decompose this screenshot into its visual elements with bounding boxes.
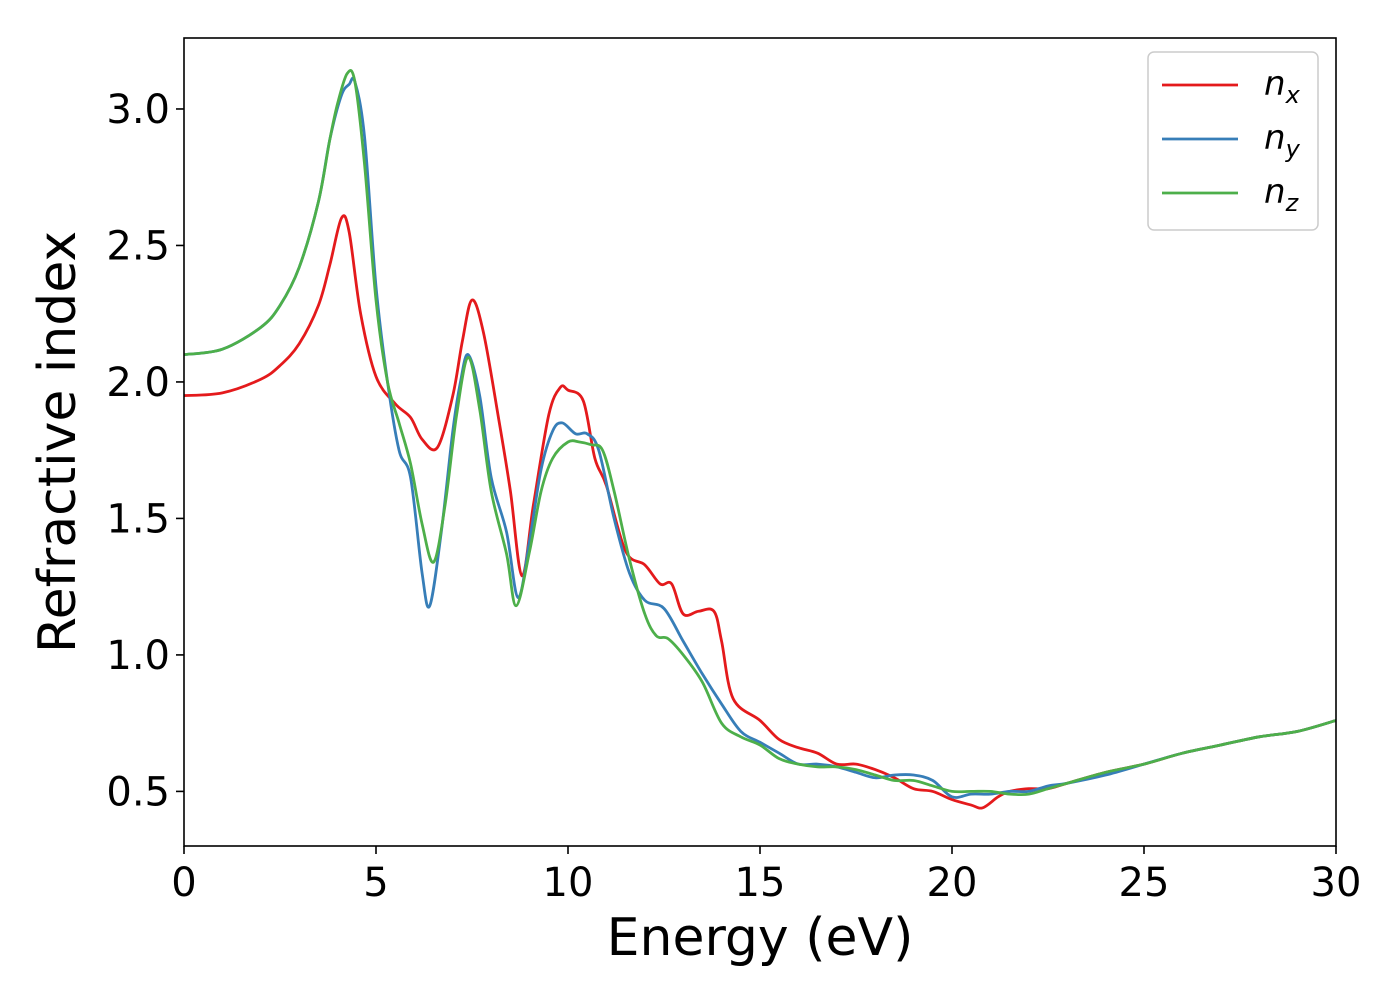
- legend: nx ny nz: [1147, 51, 1319, 231]
- x-tick-label: 15: [735, 860, 786, 906]
- x-tick-label: 0: [171, 860, 196, 906]
- x-tick-label: 30: [1311, 860, 1362, 906]
- x-tick-label: 10: [543, 860, 594, 906]
- y-axis: 0.5 1.0 1.5 2.0 2.5 3.0: [106, 87, 184, 815]
- y-tick-label: 2.5: [106, 223, 170, 269]
- y-tick-label: 2.0: [106, 360, 170, 406]
- x-axis-title: Energy (eV): [607, 908, 914, 968]
- plot-background: [184, 38, 1336, 846]
- y-tick-label: 1.5: [106, 496, 170, 542]
- x-tick-label: 20: [927, 860, 978, 906]
- y-tick-label: 3.0: [106, 87, 170, 133]
- y-axis-title: Refractive index: [28, 231, 88, 653]
- legend-label-ny: ny: [1264, 118, 1301, 163]
- series-line-nz: [184, 69, 1336, 797]
- legend-entries: nx ny nz: [1162, 64, 1301, 217]
- series-line-ny: [184, 76, 1336, 799]
- legend-box: [1147, 51, 1319, 231]
- x-tick-label: 5: [363, 860, 388, 906]
- x-tick-label: 25: [1119, 860, 1170, 906]
- x-axis: 0 5 10 15 20 25 30: [171, 846, 1361, 906]
- legend-label-nx: nx: [1264, 64, 1301, 109]
- series-layer: [184, 69, 1336, 810]
- legend-label-nz: nz: [1264, 172, 1300, 217]
- y-tick-label: 1.0: [106, 633, 170, 679]
- y-tick-label: 0.5: [106, 769, 170, 815]
